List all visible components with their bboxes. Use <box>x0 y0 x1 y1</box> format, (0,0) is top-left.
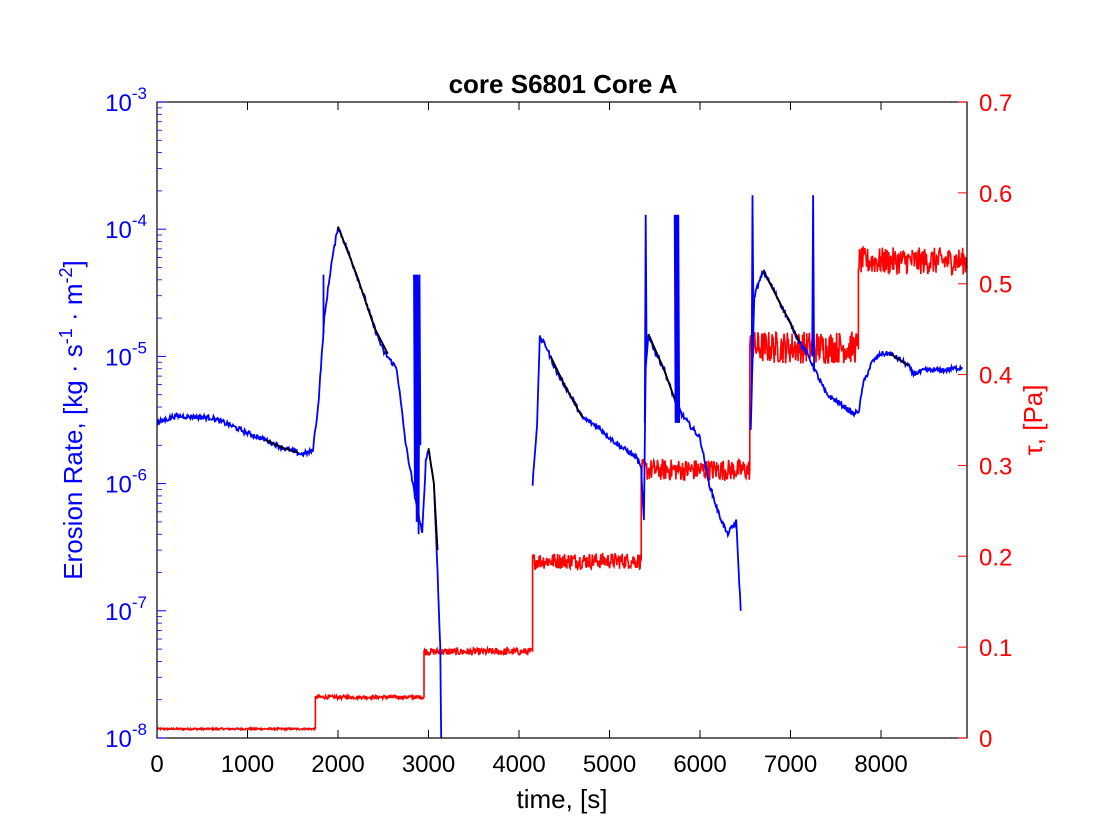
y-right-tick-label: 0.3 <box>979 453 1012 480</box>
y-left-tick-label: 10-5 <box>105 338 147 371</box>
x-axis-label: time, [s] <box>516 784 607 814</box>
y-right-tick-label: 0.1 <box>979 635 1012 662</box>
fit-line <box>265 439 299 454</box>
x-tick-label: 1000 <box>221 751 274 778</box>
erosion-series-line <box>156 227 443 739</box>
fit-line <box>427 447 439 551</box>
y-left-tick-exponent: -5 <box>132 338 147 357</box>
erosion-spike <box>673 214 681 423</box>
y-left-tick-base: 10 <box>105 90 132 117</box>
y-left-label-exp2: -2 <box>56 267 76 283</box>
y-left-tick-base: 10 <box>105 344 132 371</box>
y-left-tick-exponent: -3 <box>132 84 147 103</box>
fit-line <box>337 226 389 355</box>
plot-layer <box>156 195 968 739</box>
y-axis-left-label: Erosion Rate, [kg · s-1 · m-2] <box>56 260 88 580</box>
x-tick-label: 2000 <box>311 751 364 778</box>
y-left-tick-base: 10 <box>105 472 132 499</box>
x-tick-label: 4000 <box>492 751 545 778</box>
y-left-tick-exponent: -8 <box>132 720 147 739</box>
x-axis: 0 1000 2000 3000 4000 5000 6000 7000 8000 <box>150 102 908 778</box>
y-left-tick-base: 10 <box>105 599 132 626</box>
y-left-label-exp1: -1 <box>56 328 76 344</box>
y-left-label-part1: Erosion Rate, [kg · s <box>58 344 88 580</box>
erosion-spike <box>643 214 648 423</box>
y-right-tick-label: 0 <box>979 726 992 753</box>
y-left-label-end: ] <box>58 260 88 267</box>
y-left-tick-exponent: -4 <box>132 211 147 230</box>
y-right-tick-label: 0.5 <box>979 272 1012 299</box>
y-right-tick-label: 0.4 <box>979 363 1012 390</box>
y-axis-left: 10-810-710-610-510-410-3 <box>105 84 166 753</box>
y-left-tick-exponent: -6 <box>132 466 147 485</box>
x-tick-label: 8000 <box>854 751 907 778</box>
y-axis-right-label: τ, [Pa] <box>1018 385 1048 456</box>
y-left-tick-label: 10-7 <box>105 593 147 626</box>
fit-line <box>762 270 801 343</box>
y-right-tick-label: 0.7 <box>979 90 1012 117</box>
y-left-tick-base: 10 <box>105 726 132 753</box>
x-tick-label: 6000 <box>673 751 726 778</box>
y-left-tick-label: 10-4 <box>105 211 147 244</box>
fit-line <box>647 333 676 400</box>
fit-line <box>549 356 584 419</box>
fit-line <box>889 352 909 367</box>
x-tick-label: 3000 <box>402 751 455 778</box>
y-right-tick-label: 0.6 <box>979 181 1012 208</box>
erosion-spike <box>811 195 815 369</box>
x-tick-label: 5000 <box>583 751 636 778</box>
chart-title: core S6801 Core A <box>449 69 678 99</box>
y-left-tick-base: 10 <box>105 217 132 244</box>
tau-series-line <box>156 245 968 732</box>
y-right-tick-label: 0.2 <box>979 544 1012 571</box>
y-left-tick-label: 10-6 <box>105 466 147 499</box>
plot-frame <box>156 101 968 739</box>
erosion-spike <box>413 274 422 535</box>
y-left-label-part2: · m <box>58 283 88 328</box>
x-tick-label: 0 <box>150 751 163 778</box>
y-left-tick-label: 10-3 <box>105 84 147 117</box>
y-axis-right: 0 0.1 0.2 0.3 0.4 0.5 0.6 0.7 <box>958 90 1012 753</box>
y-left-tick-exponent: -7 <box>132 593 147 612</box>
x-tick-label: 7000 <box>764 751 817 778</box>
y-left-tick-label: 10-8 <box>105 720 147 753</box>
erosion-spike <box>750 195 755 395</box>
